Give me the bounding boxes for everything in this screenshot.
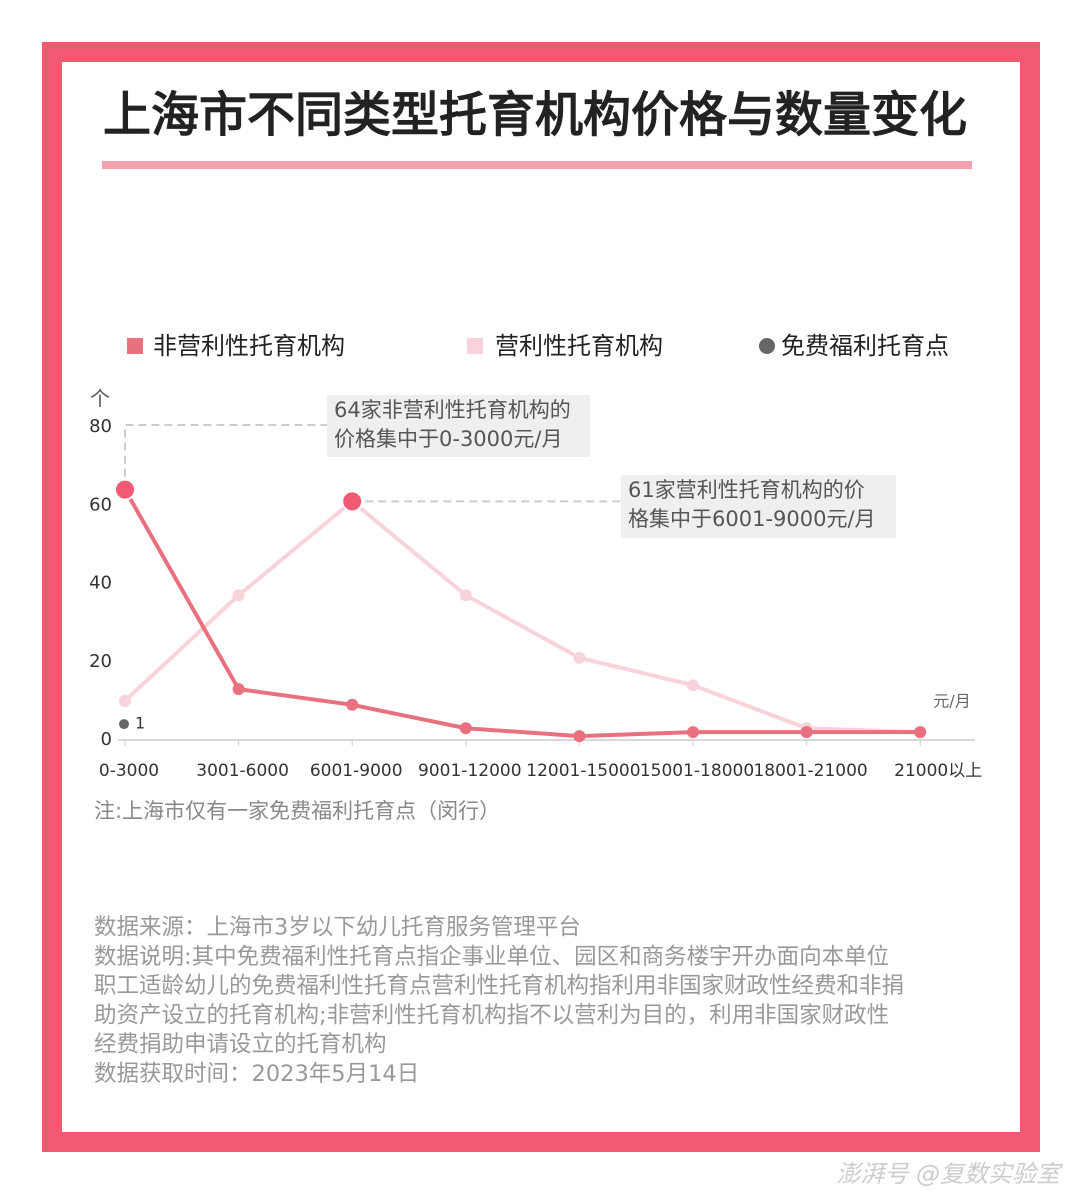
note: 注:上海市仅有一家免费福利托育点（闵行） — [94, 799, 500, 823]
source-line: 数据来源：上海市3岁以下幼儿托育服务管理平台 — [94, 915, 581, 941]
source-line: 职工适龄幼儿的免费福利性托育点营利性托育机构指利用非国家财政性经费和非捐 — [94, 973, 904, 999]
frame — [42, 42, 1040, 1152]
source-line: 经费捐助申请设立的托育机构 — [94, 1032, 387, 1058]
data-point — [573, 730, 586, 743]
data-point — [800, 726, 813, 739]
annotation-box — [621, 475, 896, 538]
data-point — [114, 478, 136, 501]
data-point — [459, 589, 472, 602]
data-point — [341, 490, 364, 513]
data-point — [459, 722, 472, 735]
series-line — [123, 488, 921, 739]
data-point — [573, 651, 586, 664]
source-line: 助资产设立的托育机构;非营利性托育机构指不以营利为目的，利用非国家财政性 — [94, 1002, 889, 1028]
legend-marker — [759, 338, 775, 354]
y-unit: 个 — [90, 387, 110, 411]
annotation-text: 61家营利性托育机构的价 — [628, 478, 865, 502]
data-point — [346, 698, 359, 711]
legend-label: 非营利性托育机构 — [153, 332, 345, 360]
y-tick-label: 40 — [89, 573, 112, 594]
annotation-text: 64家非营利性托育机构的 — [334, 398, 571, 422]
legend-marker — [127, 338, 143, 354]
y-tick-label: 80 — [89, 416, 112, 437]
annotation-connector — [124, 424, 327, 490]
data-label: 1 — [135, 714, 145, 733]
x-tick-label: 3001-6000 — [196, 761, 289, 781]
y-tick-label: 0 — [101, 729, 112, 750]
x-tick-label: 9001-12000 — [418, 761, 521, 781]
data-point — [119, 694, 131, 707]
data-point — [687, 726, 699, 739]
chart-title: 上海市不同类型托育机构价格与数量变化 — [103, 87, 967, 143]
x-tick-label: 6001-9000 — [310, 761, 403, 781]
legend-marker — [467, 338, 483, 354]
series-line — [123, 498, 921, 735]
data-point — [119, 719, 129, 730]
y-tick-label: 20 — [89, 651, 112, 672]
watermark: 澎湃号 @复数实验室 — [836, 1160, 1063, 1188]
y-tick-label: 60 — [89, 494, 112, 515]
legend-label: 营利性托育机构 — [495, 332, 663, 360]
annotation-box — [327, 395, 590, 457]
x-tick-label: 15001-18000 — [640, 761, 754, 781]
x-unit: 元/月 — [933, 692, 970, 711]
legend-label: 免费福利托育点 — [781, 332, 949, 360]
x-tick-label: 18001-21000 — [753, 761, 867, 781]
x-tick-label: 21000以上 — [894, 761, 982, 781]
title-underline — [102, 161, 972, 169]
data-point — [914, 726, 927, 739]
annotation-text: 价格集中于0-3000元/月 — [334, 427, 562, 451]
data-point — [687, 679, 699, 692]
x-tick-label: 12001-15000 — [526, 761, 640, 781]
source-line: 数据说明:其中免费福利性托育点指企事业单位、园区和商务楼宇开办面向本单位 — [94, 944, 889, 970]
annotation-text: 格集中于6001-9000元/月 — [628, 507, 876, 531]
source-line: 数据获取时间：2023年5月14日 — [94, 1061, 419, 1087]
data-point — [232, 589, 245, 602]
x-tick-label: 0-3000 — [99, 761, 159, 781]
data-point — [232, 683, 245, 696]
